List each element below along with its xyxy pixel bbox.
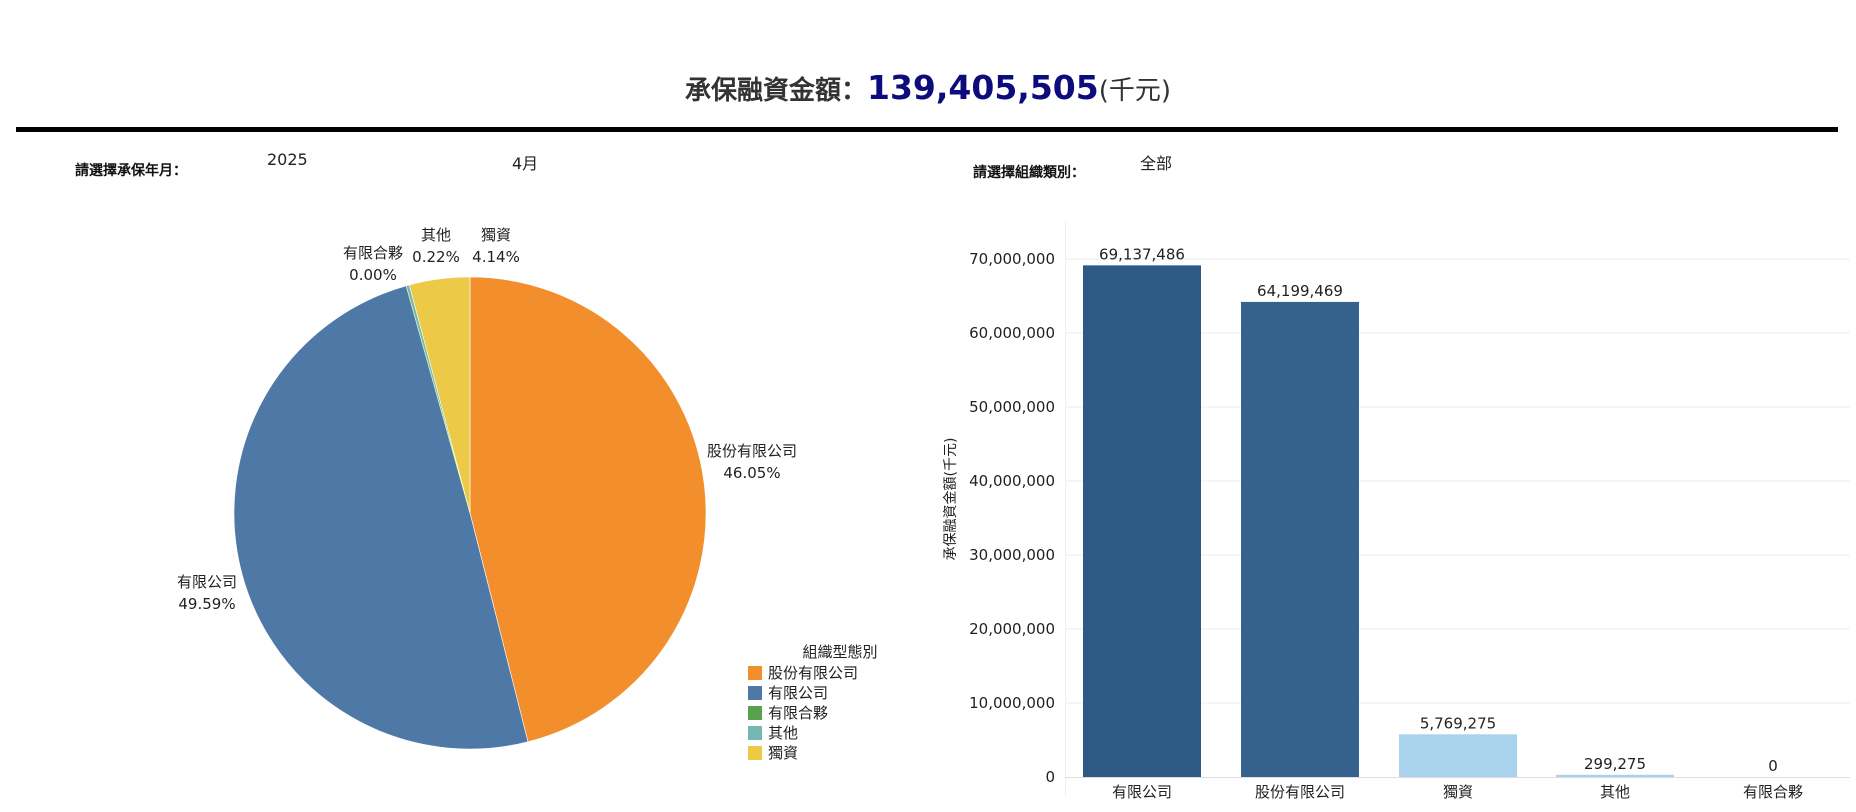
bar-value-label-1: 64,199,469 bbox=[1257, 282, 1343, 300]
x-tick-label-3: 其他 bbox=[1600, 783, 1630, 801]
legend-swatch-3 bbox=[748, 726, 762, 740]
y-tick-label-2: 20,000,000 bbox=[969, 620, 1055, 638]
x-tick-label-1: 股份有限公司 bbox=[1255, 783, 1345, 801]
pie-label-name-3: 其他 bbox=[421, 226, 451, 244]
pie-label-pct-0: 46.05% bbox=[723, 464, 780, 482]
date-filter-label: 請選擇承保年月： bbox=[75, 163, 187, 179]
legend-label-4: 獨資 bbox=[768, 744, 798, 762]
pie-label-name-0: 股份有限公司 bbox=[707, 442, 797, 460]
pie-label-name-2: 有限合夥 bbox=[343, 244, 403, 262]
legend-swatch-2 bbox=[748, 706, 762, 720]
year-select[interactable]: 2025 bbox=[267, 150, 308, 169]
y-tick-label-3: 30,000,000 bbox=[969, 546, 1055, 564]
pie-label-pct-1: 49.59% bbox=[178, 595, 235, 613]
total-amount-label: 承保融資金額： bbox=[684, 76, 867, 106]
bar-value-label-0: 69,137,486 bbox=[1099, 245, 1185, 263]
pie-label-pct-2: 0.00% bbox=[349, 266, 397, 284]
total-amount-unit: (千元) bbox=[1098, 76, 1172, 106]
y-tick-label-6: 60,000,000 bbox=[969, 324, 1055, 342]
x-tick-label-2: 獨資 bbox=[1443, 783, 1473, 801]
pie-label-pct-4: 4.14% bbox=[472, 248, 520, 266]
org-filter-label: 請選擇組織類別： bbox=[973, 165, 1085, 181]
bar-value-label-4: 0 bbox=[1768, 757, 1778, 775]
y-tick-label-0: 0 bbox=[1045, 768, 1055, 786]
bar-0 bbox=[1083, 265, 1201, 777]
pie-legend-title: 組織型態別 bbox=[802, 643, 877, 661]
legend-label-3: 其他 bbox=[768, 724, 798, 742]
x-tick-label-4: 有限合夥 bbox=[1743, 783, 1803, 801]
total-amount-title: 承保融資金額：139,405,505(千元) bbox=[0, 68, 1856, 107]
org-type-select[interactable]: 全部 bbox=[1140, 154, 1173, 173]
legend-label-1: 有限公司 bbox=[768, 684, 828, 702]
header-divider bbox=[16, 127, 1838, 132]
x-tick-label-0: 有限公司 bbox=[1112, 783, 1172, 801]
legend-swatch-1 bbox=[748, 686, 762, 700]
legend-swatch-0 bbox=[748, 666, 762, 680]
bar-value-label-2: 5,769,275 bbox=[1420, 714, 1496, 732]
total-amount-value: 139,405,505 bbox=[866, 68, 1099, 107]
legend-swatch-4 bbox=[748, 746, 762, 760]
pie-slice-4 bbox=[408, 276, 471, 514]
bar-2 bbox=[1399, 734, 1517, 777]
legend-label-2: 有限合夥 bbox=[768, 704, 828, 722]
pie-chart: 股份有限公司 46.05% 有限公司 49.59% 有限合夥 0.00% 其他 0.22% 獨資… bbox=[177, 226, 878, 762]
bar-value-label-3: 299,275 bbox=[1584, 755, 1646, 773]
bar-1 bbox=[1241, 301, 1359, 777]
pie-label-name-1: 有限公司 bbox=[177, 573, 237, 591]
pie-slice-1 bbox=[233, 285, 529, 750]
month-select[interactable]: 4月 bbox=[512, 154, 539, 173]
pie-label-pct-3: 0.22% bbox=[412, 248, 460, 266]
bar-3 bbox=[1556, 774, 1674, 777]
pie-slice-0 bbox=[469, 276, 707, 743]
bar-chart: 0 10,000,000 20,000,000 30,000,000 40,000,00… bbox=[943, 222, 1850, 801]
y-axis-label: 承保融資金額(千元) bbox=[943, 438, 959, 561]
legend-label-0: 股份有限公司 bbox=[768, 664, 858, 682]
y-tick-label-5: 50,000,000 bbox=[969, 398, 1055, 416]
y-tick-label-4: 40,000,000 bbox=[969, 472, 1055, 490]
y-tick-label-1: 10,000,000 bbox=[969, 694, 1055, 712]
pie-label-name-4: 獨資 bbox=[481, 226, 511, 244]
y-tick-label-7: 70,000,000 bbox=[969, 250, 1055, 268]
